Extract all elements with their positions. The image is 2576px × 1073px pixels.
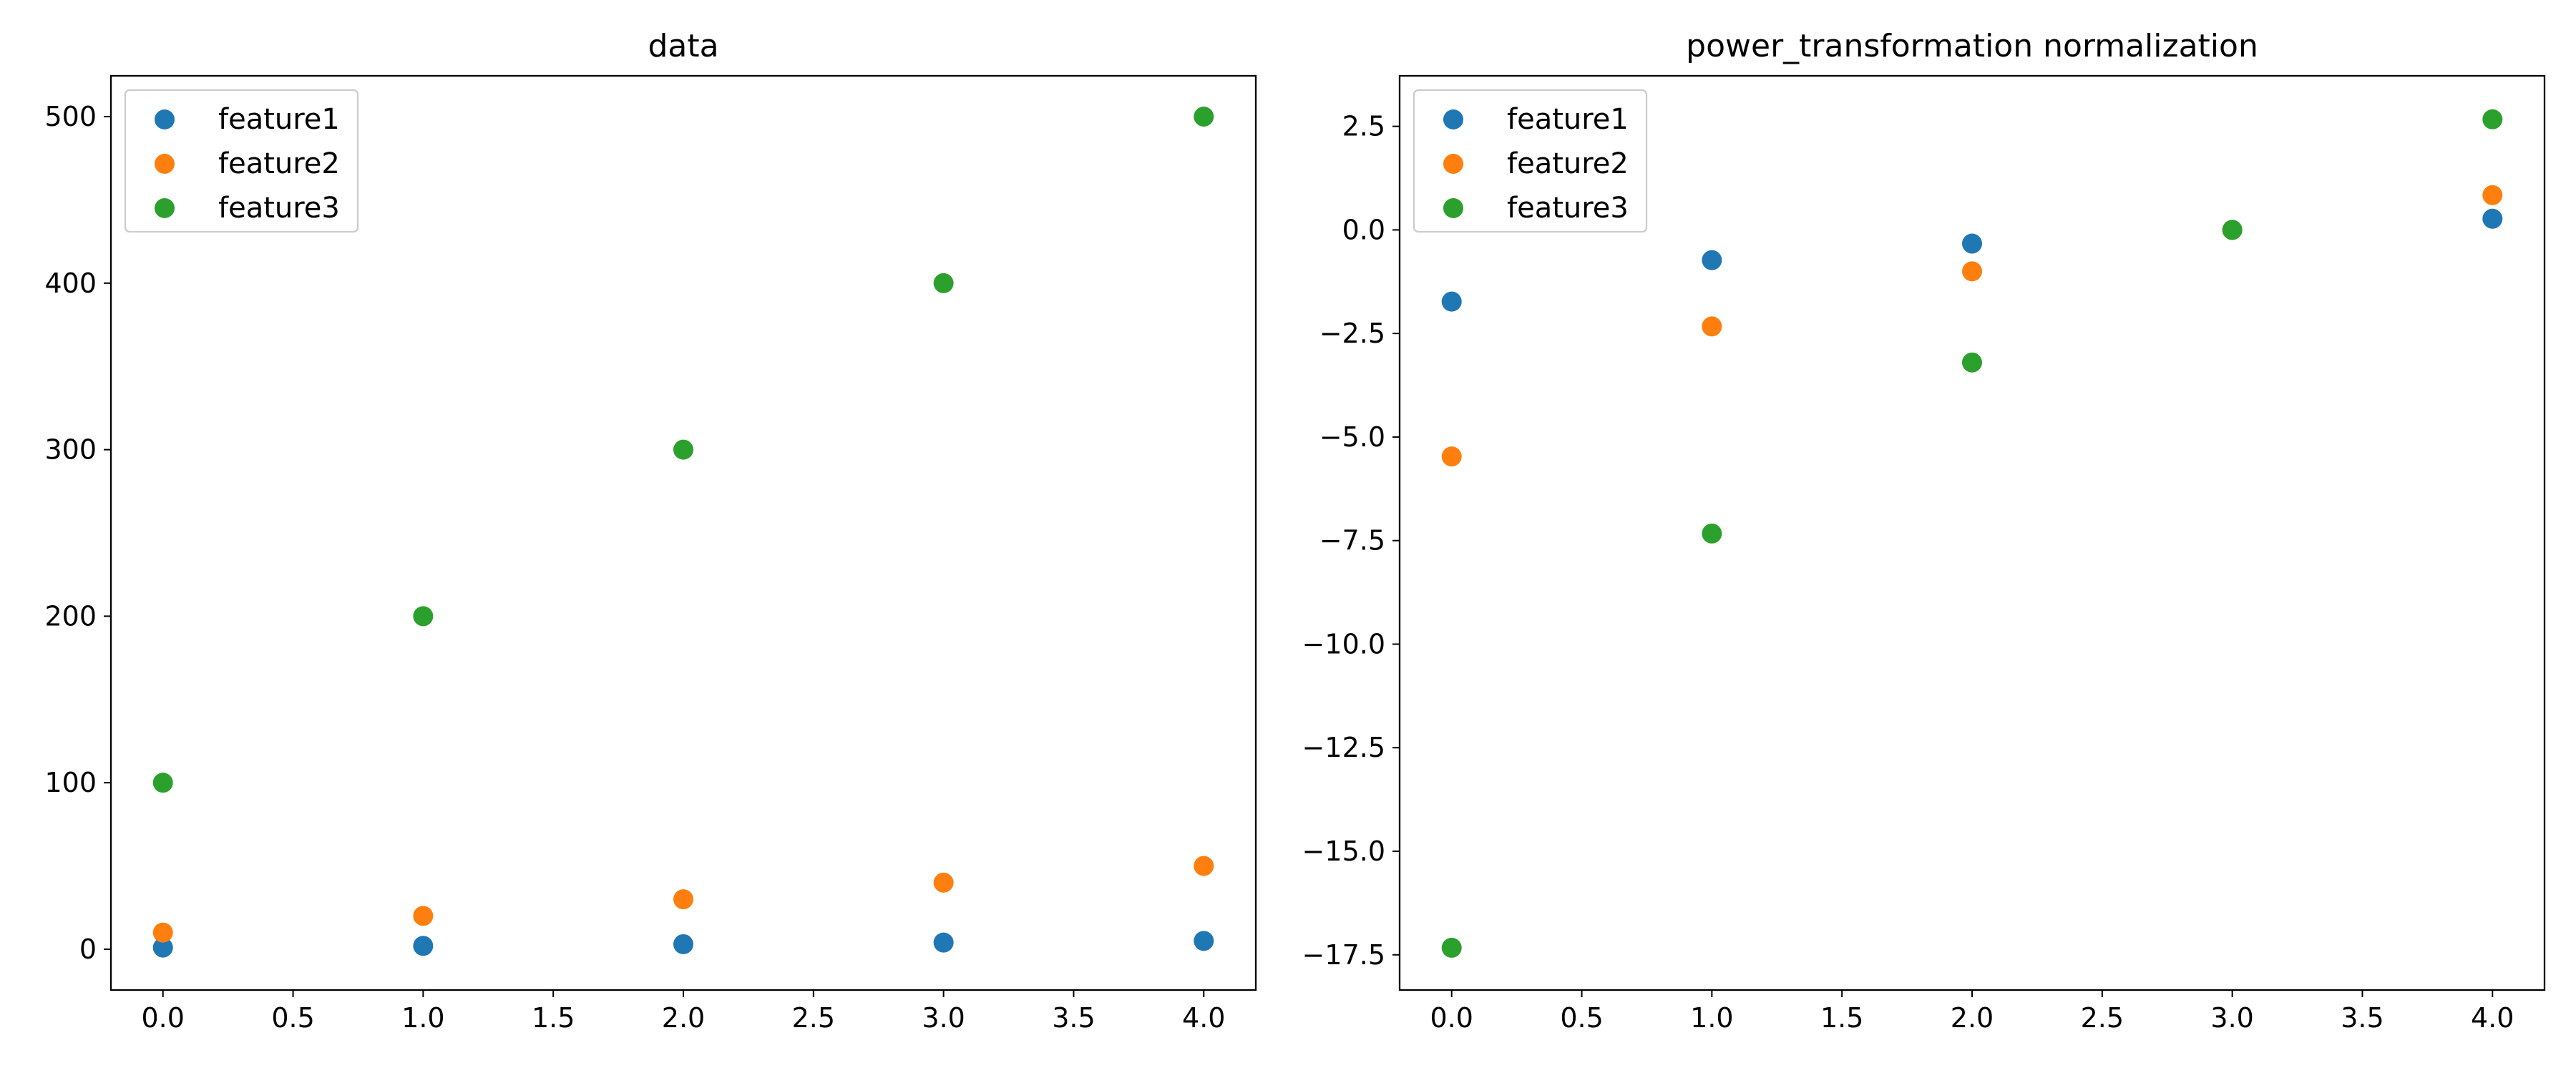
left-feature1-point-3 (933, 932, 954, 953)
right-legend-marker-feature3 (1443, 198, 1463, 218)
left-y-tick-label-3: 300 (44, 434, 97, 466)
left-legend-label-feature1: feature1 (218, 103, 340, 136)
left-y-tick-label-5: 500 (44, 101, 97, 132)
right-feature3-point-3 (2222, 220, 2243, 240)
right-chart-title: power_transformation normalization (1686, 28, 2258, 64)
left-legend-label-feature3: feature3 (218, 192, 340, 225)
left-x-tick-label-0: 0.0 (142, 1002, 185, 1034)
right-feature1-point-1 (1702, 250, 1722, 270)
left-y-tick-label-1: 100 (44, 767, 97, 798)
left-feature3-point-2 (673, 439, 693, 460)
right-x-tick-label-5: 2.5 (2081, 1002, 2124, 1034)
right-x-tick-label-8: 4.0 (2471, 1002, 2514, 1034)
left-legend-marker-feature2 (155, 154, 175, 174)
left-feature3-point-1 (413, 606, 434, 627)
right-legend-label-feature1: feature1 (1507, 103, 1629, 136)
right-legend-label-feature2: feature2 (1507, 147, 1629, 180)
left-feature2-point-4 (1194, 856, 1214, 876)
left-chart-title: data (648, 28, 718, 64)
left-feature2-point-3 (933, 872, 954, 893)
right-chart-panel: power_transformation normalization 0.0 0.5… (1302, 28, 2546, 1034)
left-legend-frame (124, 89, 359, 233)
right-y-tick-label-4: −7.5 (1319, 525, 1385, 557)
right-feature2-point-0 (1441, 446, 1462, 467)
left-x-tick-label-2: 1.0 (401, 1002, 444, 1034)
left-x-tick-label-5: 2.5 (792, 1002, 835, 1034)
right-feature3-point-2 (1962, 352, 1982, 373)
right-feature2-point-1 (1702, 316, 1722, 337)
right-feature3-point-1 (1702, 523, 1722, 544)
right-legend-marker-feature1 (1443, 109, 1463, 129)
left-x-tick-label-7: 3.5 (1052, 1002, 1095, 1034)
right-legend-frame (1413, 89, 1648, 233)
left-feature1-point-4 (1194, 931, 1214, 951)
right-y-tick-label-1: 0.0 (1342, 214, 1385, 245)
left-x-tick-label-4: 2.0 (662, 1002, 705, 1034)
right-feature2-point-4 (2482, 185, 2503, 205)
left-feature3-point-4 (1194, 107, 1214, 127)
right-x-tick-label-3: 1.5 (1820, 1002, 1863, 1034)
right-feature1-point-0 (1441, 291, 1462, 312)
left-feature1-point-1 (413, 936, 434, 956)
right-y-tick-label-8: −17.5 (1302, 939, 1385, 971)
right-y-tick-label-5: −10.0 (1302, 628, 1385, 660)
right-feature1-point-2 (1962, 233, 1982, 254)
left-feature1-point-2 (673, 934, 693, 954)
right-feature3-point-0 (1441, 937, 1462, 958)
right-y-tick-label-6: −12.5 (1302, 732, 1385, 763)
right-feature1-point-4 (2482, 208, 2503, 229)
left-legend-marker-feature1 (155, 109, 175, 129)
left-feature3-point-0 (152, 773, 173, 793)
left-x-tick-label-6: 3.0 (922, 1002, 965, 1034)
right-feature2-point-2 (1962, 261, 1982, 282)
right-x-tick-label-6: 3.0 (2210, 1002, 2253, 1034)
left-legend-label-feature2: feature2 (218, 147, 340, 180)
left-y-tick-label-4: 400 (44, 268, 97, 299)
left-chart-panel: data 0.0 0.5 1.0 1.5 2.0 2.5 3.0 3.5 4.0 0 100 200 30… (44, 28, 1257, 1034)
right-x-tick-label-1: 0.5 (1560, 1002, 1603, 1034)
left-x-tick-label-3: 1.5 (532, 1002, 575, 1034)
right-x-tick-label-0: 0.0 (1430, 1002, 1473, 1034)
left-y-tick-label-0: 0 (79, 934, 97, 965)
right-y-tick-label-0: 2.5 (1342, 111, 1385, 142)
left-feature2-point-0 (152, 922, 173, 943)
left-legend-marker-feature3 (155, 198, 175, 218)
right-feature3-point-4 (2482, 109, 2503, 129)
right-y-tick-label-7: −15.0 (1302, 836, 1385, 867)
right-x-tick-label-4: 2.0 (1951, 1002, 1994, 1034)
left-x-tick-label-1: 0.5 (271, 1002, 314, 1034)
left-feature2-point-2 (673, 889, 693, 910)
left-feature3-point-3 (933, 273, 954, 293)
left-x-tick-label-8: 4.0 (1182, 1002, 1225, 1034)
right-legend-label-feature3: feature3 (1507, 192, 1629, 225)
right-x-tick-label-2: 1.0 (1690, 1002, 1733, 1034)
left-y-tick-label-2: 200 (44, 600, 97, 632)
right-x-tick-label-7: 3.5 (2341, 1002, 2384, 1034)
right-y-tick-label-3: −5.0 (1319, 421, 1385, 453)
right-y-tick-label-2: −2.5 (1319, 318, 1385, 349)
right-legend-marker-feature2 (1443, 154, 1463, 174)
left-feature1-point-0 (152, 937, 173, 958)
left-feature2-point-1 (413, 906, 434, 926)
